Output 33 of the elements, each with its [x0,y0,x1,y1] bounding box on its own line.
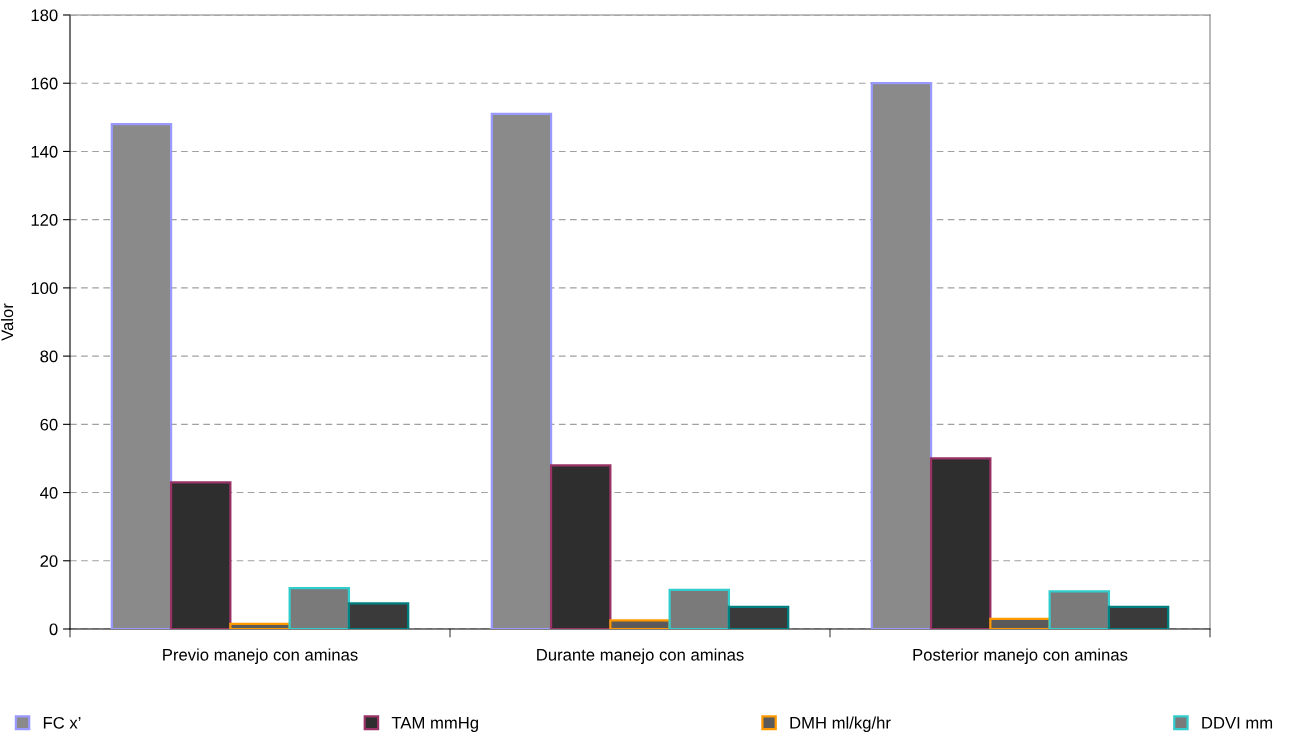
legend-label: FC x’ [43,716,81,729]
bar [727,605,790,629]
y-tick-label: 160 [31,77,58,90]
bar [288,586,351,629]
bar [668,588,731,629]
x-tick-label: Durante manejo con aminas [537,648,744,664]
legend-label: TAM mmHg [391,717,478,732]
bar [870,82,933,629]
x-tick-label: Previo manejo con aminas [163,648,358,664]
bar [609,619,671,629]
y-tick-label: 0 [49,623,58,636]
bar [989,617,1051,629]
y-tick-label: 140 [31,145,58,158]
y-axis-title: Valor [0,303,14,341]
bar [490,112,553,629]
y-tick-label: 20 [40,555,58,567]
y-tick-label: 180 [31,9,58,22]
legend-label: DMH ml/kg/hr [790,716,891,732]
bar [169,481,232,629]
bar [1048,590,1111,629]
y-tick-label: 80 [40,350,58,363]
bar [110,123,173,629]
y-tick-label: 120 [31,214,58,226]
legend-label: DDVI mm [1202,717,1273,729]
bar [229,622,291,629]
y-tick-label: 60 [40,418,58,431]
bar [929,457,992,629]
y-tick-label: 100 [31,282,58,295]
bar [347,602,410,629]
y-tick-label: 40 [40,486,58,499]
bar [549,464,612,629]
x-tick-label: Posterior manejo con aminas [913,648,1128,664]
bar [1107,605,1170,629]
